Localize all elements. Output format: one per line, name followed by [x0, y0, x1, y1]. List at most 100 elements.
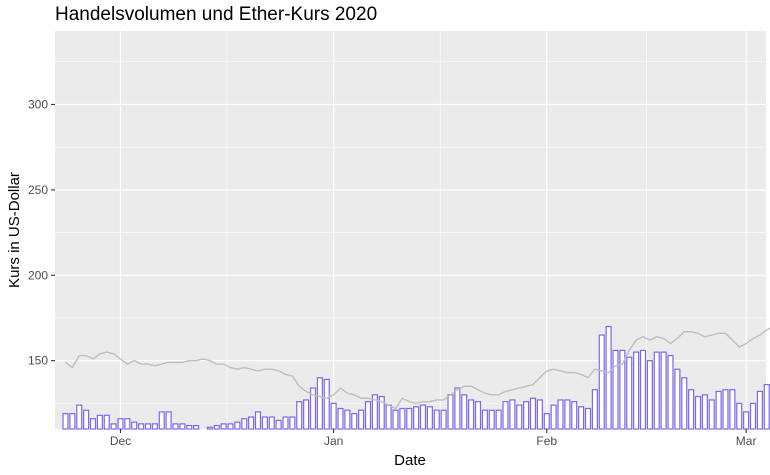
- volume-bar: [612, 349, 619, 430]
- y-tick-label: 300: [28, 97, 48, 111]
- volume-bar: [371, 394, 378, 430]
- volume-bar: [234, 421, 241, 430]
- volume-bar: [536, 399, 543, 430]
- volume-bar: [543, 413, 550, 430]
- volume-bar: [681, 377, 688, 430]
- chart-title: Handelsvolumen und Ether-Kurs 2020: [55, 4, 378, 25]
- volume-bar: [736, 402, 743, 430]
- volume-bar: [96, 414, 103, 430]
- volume-bar: [729, 389, 736, 430]
- volume-bar: [419, 404, 427, 430]
- volume-bar: [550, 404, 557, 430]
- volume-bar: [275, 419, 282, 430]
- volume-bar: [296, 401, 303, 430]
- volume-bar: [193, 424, 200, 430]
- volume-bar: [440, 409, 447, 430]
- volume-bar: [743, 411, 750, 430]
- volume-bar: [468, 399, 475, 430]
- volume-bar: [385, 404, 392, 430]
- volume-bar: [756, 390, 763, 430]
- volume-bar: [261, 416, 268, 430]
- volume-bar: [694, 395, 702, 430]
- volume-bar: [639, 349, 647, 430]
- volume-bar: [364, 401, 372, 430]
- volume-bar: [144, 423, 152, 430]
- volume-bar: [529, 397, 537, 430]
- volume-bar: [516, 404, 523, 430]
- volume-bar: [309, 387, 317, 430]
- axis-layer: Dec Jan Feb Mar 150 200 250 300: [28, 97, 756, 448]
- volume-bar: [495, 409, 502, 430]
- x-tick-label: Feb: [536, 434, 557, 448]
- volume-bar: [564, 399, 571, 430]
- volume-bar: [316, 377, 323, 430]
- volume-bar: [406, 407, 413, 430]
- volume-bar: [165, 411, 172, 430]
- volume-bar: [337, 407, 344, 430]
- volume-bar: [688, 389, 695, 430]
- volume-bar: [206, 426, 213, 430]
- volume-bar: [584, 407, 592, 430]
- volume-bar: [653, 351, 660, 430]
- volume-bar: [241, 418, 248, 430]
- volume-bar: [213, 424, 220, 430]
- volume-bar: [399, 407, 406, 430]
- volume-bar: [254, 411, 262, 430]
- volume-bar: [481, 409, 488, 430]
- volume-bar: [660, 351, 667, 430]
- volume-bar: [103, 414, 110, 430]
- volume-bar: [179, 423, 186, 430]
- volume-bar: [351, 413, 358, 430]
- y-tick-label: 150: [28, 354, 48, 368]
- volume-bar: [674, 368, 681, 430]
- volume-bar: [131, 421, 138, 430]
- y-tick-label: 250: [28, 183, 48, 197]
- volume-bar: [248, 416, 255, 430]
- y-axis-title: Kurs in US-Dollar: [6, 172, 23, 288]
- volume-bar: [110, 423, 117, 430]
- volume-bar: [83, 409, 90, 430]
- volume-bar: [454, 387, 461, 430]
- volume-bar: [344, 409, 351, 430]
- x-tick-label: Mar: [736, 434, 757, 448]
- volume-bar: [76, 404, 83, 430]
- volume-bar: [708, 399, 715, 430]
- volume-bar: [715, 390, 722, 430]
- volume-bar: [433, 409, 440, 430]
- volume-bar: [289, 416, 296, 430]
- volume-bar: [124, 418, 131, 430]
- volume-bar: [763, 383, 770, 430]
- volume-bar: [378, 395, 385, 430]
- volume-bar: [488, 409, 495, 430]
- volume-bar: [186, 424, 193, 430]
- volume-bar: [227, 423, 234, 430]
- volume-bar: [330, 402, 337, 430]
- x-tick-label: Jan: [324, 434, 343, 448]
- volume-bar: [426, 406, 433, 430]
- price-line: [65, 327, 770, 410]
- x-axis-title: Date: [394, 452, 426, 469]
- volume-bar: [69, 413, 76, 430]
- volume-bar: [578, 406, 585, 430]
- volume-bar: [62, 413, 69, 430]
- volume-bar: [89, 418, 97, 430]
- volume-bar: [151, 423, 158, 430]
- volume-bar: [571, 401, 578, 430]
- volume-bar: [509, 399, 516, 430]
- volume-bar: [474, 401, 482, 430]
- volume-bar: [557, 399, 564, 430]
- volume-bar: [282, 416, 289, 430]
- volume-bar: [392, 409, 399, 430]
- volume-bar: [591, 389, 598, 430]
- volume-bar: [633, 351, 640, 430]
- volume-bar: [323, 378, 330, 430]
- volume-bar: [138, 423, 145, 430]
- volume-bar: [722, 389, 729, 430]
- volume-bar: [461, 394, 468, 430]
- volume-bar: [117, 418, 124, 430]
- volume-bar: [502, 401, 509, 430]
- volume-bar: [158, 411, 165, 430]
- volume-bar: [303, 399, 310, 430]
- volume-bar: [523, 401, 530, 430]
